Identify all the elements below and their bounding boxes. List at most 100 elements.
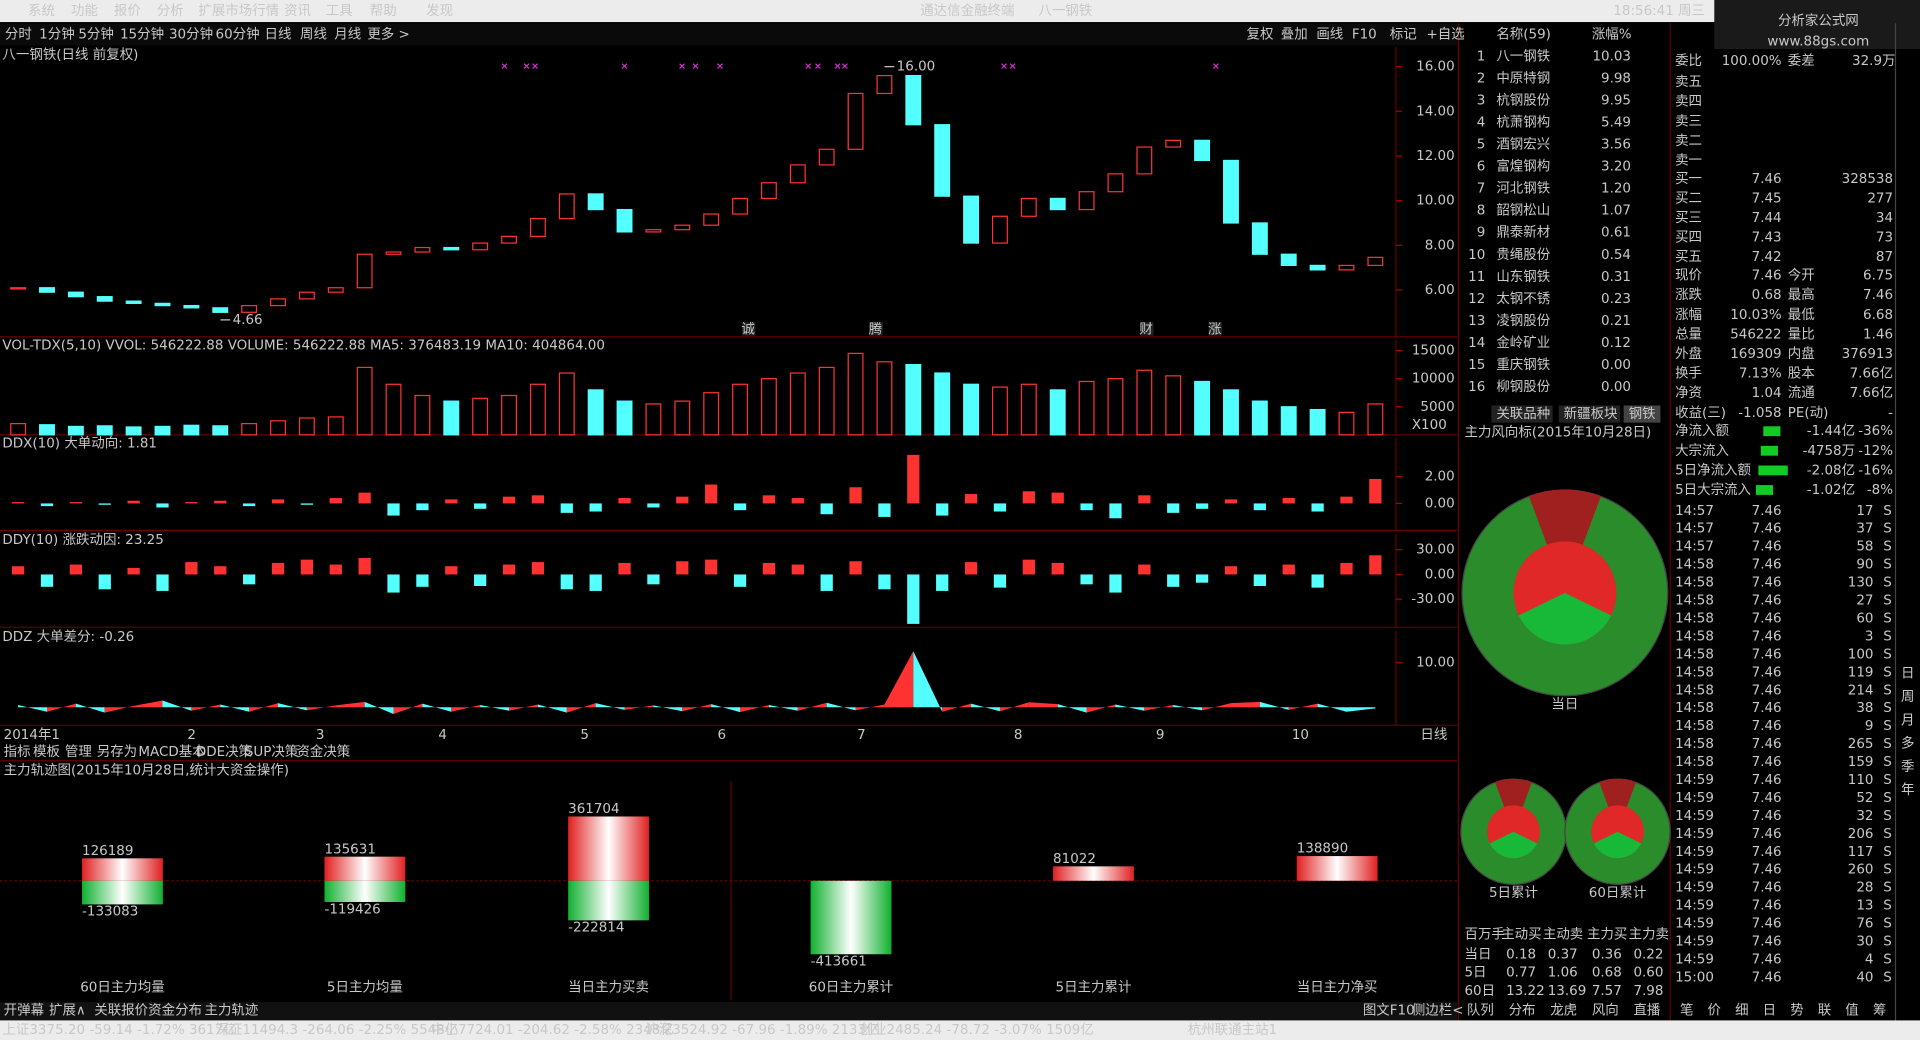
tool-button[interactable]: 标记 (1390, 26, 1417, 42)
bottom-tab[interactable]: 主力轨迹 (204, 1003, 258, 1019)
bottom-tab-bar (0, 1002, 1458, 1021)
quote-tab[interactable]: 日 (1763, 1003, 1776, 1019)
panel-tab[interactable]: 队列 (1467, 1003, 1494, 1019)
bottom-tab[interactable]: 侧边栏< (1412, 1003, 1464, 1019)
stock-name[interactable]: 杭萧钢构 (1496, 114, 1550, 130)
period-tab[interactable]: 更多 > (367, 25, 410, 42)
stock-name[interactable]: 凌钢股份 (1496, 313, 1550, 329)
indicator-tab[interactable]: 另存为 (97, 744, 137, 760)
ddy-bar (560, 574, 573, 590)
stock-name[interactable]: 贵绳股份 (1496, 247, 1550, 263)
ddx-bar (1195, 503, 1209, 509)
period-tab[interactable]: 60分钟 (216, 25, 260, 42)
stock-name[interactable]: 河北钢铁 (1496, 181, 1550, 197)
stock-name[interactable]: 柳钢股份 (1496, 379, 1550, 395)
menu-item[interactable]: 扩展市场行情 (198, 2, 279, 19)
quote-tab[interactable]: 联 (1818, 1003, 1831, 1019)
stock-name[interactable]: 山东钢铁 (1496, 269, 1550, 285)
quote-tab[interactable]: 筹 (1873, 1002, 1886, 1019)
stock-name[interactable]: 杭钢股份 (1496, 92, 1550, 108)
indicator-tab[interactable]: 资金决策 (296, 743, 350, 760)
panel-tab[interactable]: 分布 (1509, 1003, 1536, 1019)
sidebar-button[interactable]: 多 (1901, 735, 1914, 752)
sidebar-button[interactable]: 季 (1901, 759, 1914, 775)
quote-tab[interactable]: 势 (1790, 1003, 1803, 1019)
bottom-tab[interactable]: 图文F10 (1363, 1003, 1415, 1019)
stock-name[interactable]: 鼎泰新材 (1496, 225, 1550, 241)
indicator-tab[interactable]: SUP决策 (245, 743, 299, 760)
label: 今开 (1788, 268, 1815, 284)
quote-tab[interactable]: 细 (1735, 1003, 1748, 1019)
menu-item[interactable]: 报价 (114, 3, 141, 19)
period-tab[interactable]: 5分钟 (78, 25, 114, 42)
panel-tab[interactable]: 龙虎 (1550, 1003, 1577, 1019)
sector-tab[interactable]: 新疆板块 (1564, 406, 1618, 422)
indicator-tab[interactable]: 管理 (65, 744, 92, 760)
sector-tab[interactable]: 关联品种 (1496, 406, 1550, 422)
stock-name[interactable]: 韶钢松山 (1496, 203, 1550, 219)
ddz-segment (1057, 704, 1087, 713)
marker (501, 63, 508, 70)
sidebar-button[interactable]: 日 (1901, 666, 1914, 682)
period-tab[interactable]: 周线 (300, 26, 327, 42)
stock-name[interactable]: 金岭矿业 (1496, 335, 1550, 351)
x-tick-label: 6 (718, 727, 727, 743)
tool-button[interactable]: 复权 (1247, 25, 1274, 42)
period-tab[interactable]: 15分钟 (120, 25, 164, 42)
force-bar (324, 856, 406, 881)
bottom-tab[interactable]: 扩展∧ (49, 1003, 86, 1019)
period-tab[interactable]: 日线 (264, 26, 291, 42)
sidebar-button[interactable]: 周 (1901, 689, 1914, 705)
bottom-tab[interactable]: 关联报价 (94, 1003, 148, 1019)
quote-tab[interactable]: 价 (1708, 1003, 1722, 1019)
stock-name[interactable]: 中原特钢 (1496, 70, 1550, 86)
stock-name[interactable]: 八一钢铁 (1496, 48, 1550, 64)
ddx-bar (40, 503, 54, 507)
value: 6.68 (1863, 307, 1893, 323)
marker (834, 63, 841, 70)
quote-tab[interactable]: 笔 (1680, 1003, 1693, 1019)
tool-button[interactable]: F10 (1352, 26, 1377, 42)
menu-item[interactable]: 系统 (28, 3, 55, 19)
menu-item[interactable]: 发现 (426, 3, 453, 19)
period-tab[interactable]: 30分钟 (169, 25, 213, 42)
tool-button[interactable]: +自选 (1427, 26, 1465, 42)
period-tab[interactable]: 1分钟 (39, 25, 75, 42)
stock-name[interactable]: 重庆钢铁 (1496, 357, 1550, 373)
indicator-tab[interactable]: 模板 (33, 744, 60, 760)
bottom-tab[interactable]: 开弹幕 (4, 1003, 45, 1019)
sector-tab[interactable]: 钢铁 (1629, 406, 1656, 422)
menu-item[interactable]: 功能 (71, 3, 98, 19)
bar-label: 60日主力均量 (80, 979, 164, 995)
label: 委比 (1675, 53, 1702, 69)
menu-item[interactable]: 分析 (157, 3, 184, 19)
tab-bg (1623, 405, 1661, 423)
value: -12% (1858, 443, 1893, 459)
stock-name[interactable]: 太钢不锈 (1496, 291, 1550, 307)
indicator-tab[interactable]: MACD基本 (138, 743, 205, 760)
tool-button[interactable]: 画线 (1316, 26, 1343, 42)
tick-time: 14:59 (1675, 772, 1714, 788)
period-tab[interactable]: 分时 (5, 26, 32, 42)
app-title: 通达信金融终端 (920, 3, 1014, 19)
change: 1.20 (1601, 181, 1631, 197)
quote-tab[interactable]: 值 (1845, 1003, 1858, 1019)
bottom-tab[interactable]: 资金分布 (148, 1003, 202, 1019)
menu-item[interactable]: 工具 (326, 3, 353, 19)
panel-tab[interactable]: 风向 (1592, 1003, 1619, 1019)
y-tick-label: 2.00 (1425, 468, 1455, 484)
indicator-tab[interactable]: DDE决策 (196, 743, 253, 760)
ddx-bar (733, 503, 747, 511)
candle (760, 182, 777, 200)
period-tab[interactable]: 月线 (334, 26, 361, 42)
stock-name[interactable]: 富煌钢构 (1496, 158, 1550, 175)
flow-bar (1755, 485, 1774, 495)
panel-tab[interactable]: 直播 (1633, 1003, 1660, 1019)
menu-item[interactable]: 资讯 (284, 3, 311, 19)
sidebar-button[interactable]: 年 (1901, 782, 1914, 798)
indicator-tab[interactable]: 指标 (4, 744, 31, 760)
menu-item[interactable]: 帮助 (370, 3, 397, 19)
tool-button[interactable]: 叠加 (1281, 26, 1308, 42)
stock-name[interactable]: 酒钢宏兴 (1496, 137, 1550, 153)
sidebar-button[interactable]: 月 (1901, 712, 1914, 728)
